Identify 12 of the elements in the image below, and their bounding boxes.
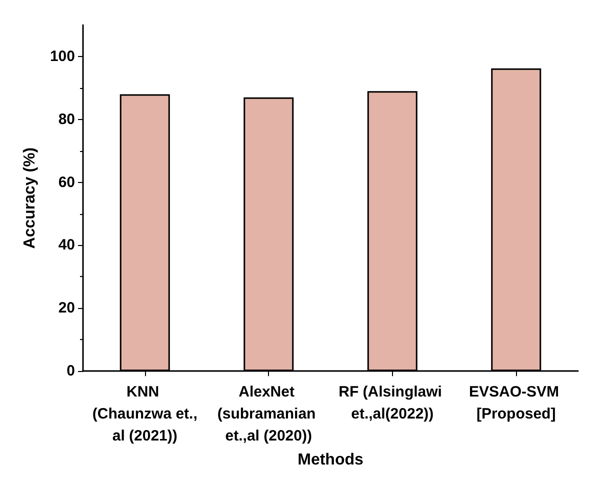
y-tick-label: 20 (58, 300, 75, 317)
y-tick-label: 100 (50, 48, 75, 65)
x-axis-title: Methods (298, 452, 364, 468)
y-tick-label: 80 (58, 110, 75, 128)
y-tick-label: 0 (66, 362, 75, 380)
x-tick-label: EVSAO-SVM [Proposed] (469, 384, 564, 423)
x-tick-label: AlexNet (subramanian et.,al (2020)) (217, 384, 320, 445)
y-tick-label: 40 (58, 236, 75, 254)
y-axis-title: Accuracy (%) (22, 147, 38, 249)
x-tick-label: KNN (Chaunzwa et.,al (2021)) (92, 384, 198, 445)
y-tick-label: 60 (58, 174, 75, 191)
x-tick-label: RF (Alsinglawi et.,al(2022)) (338, 384, 446, 423)
